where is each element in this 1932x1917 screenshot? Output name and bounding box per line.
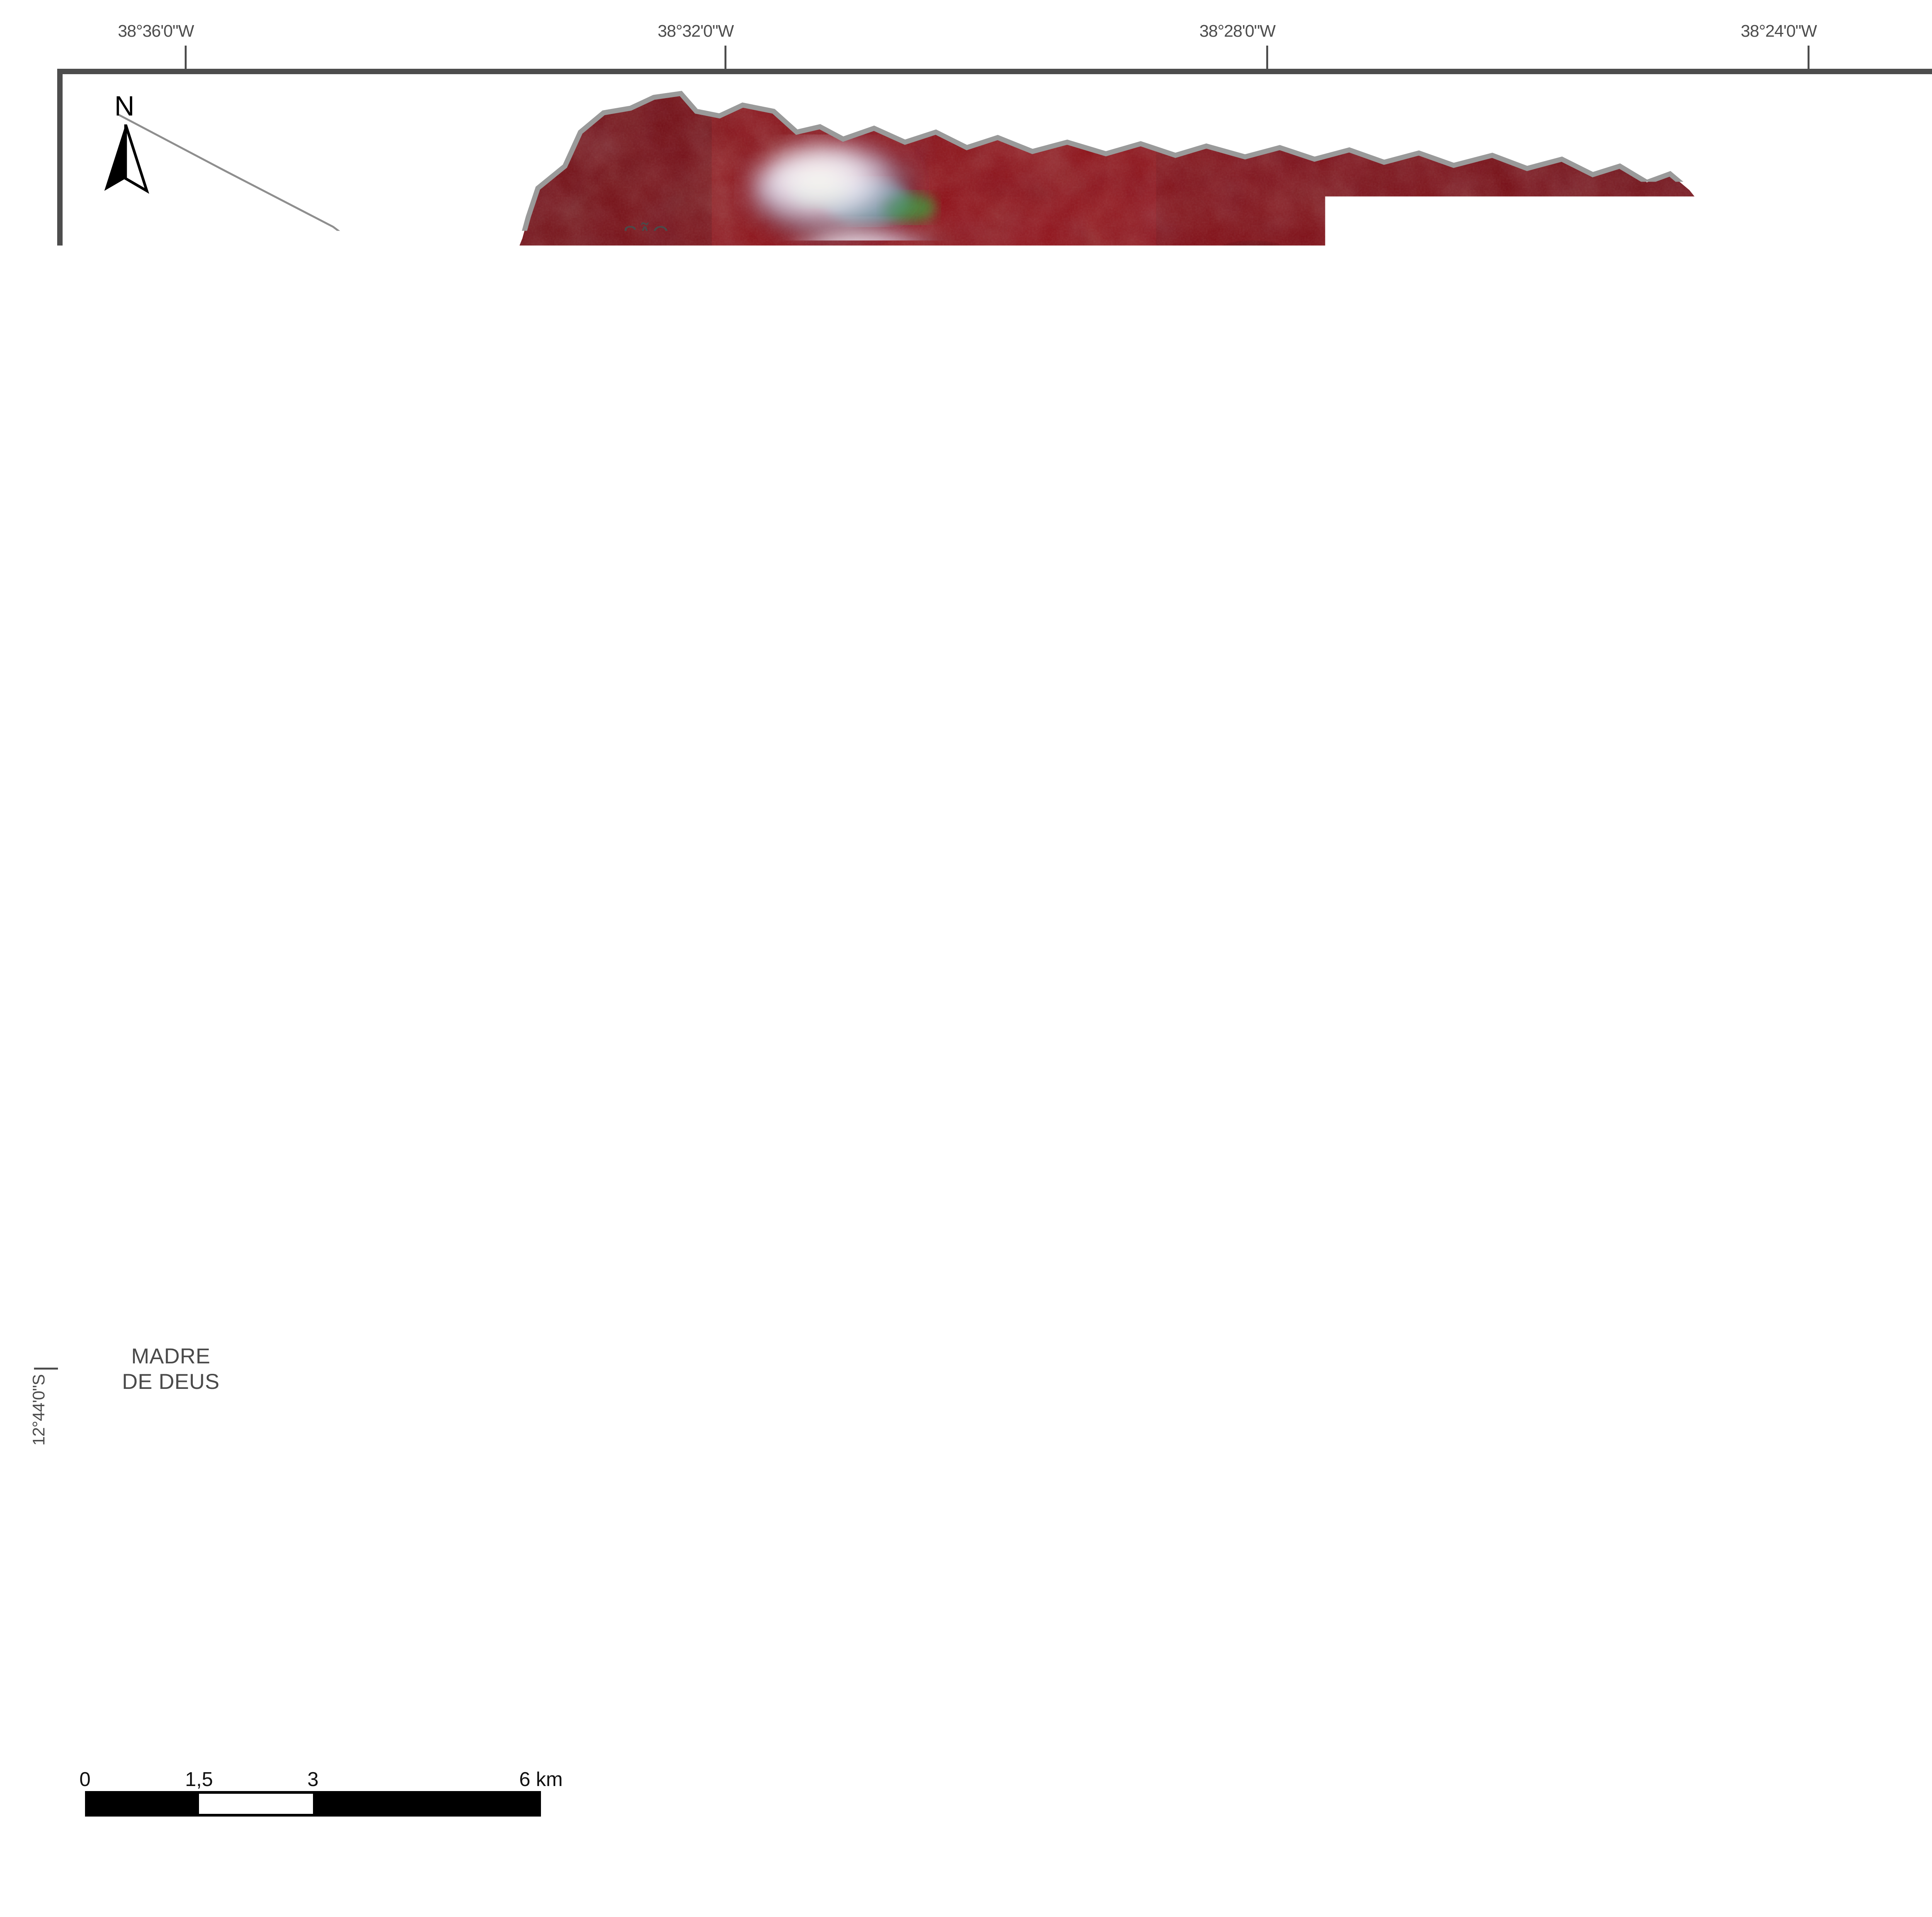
- north-arrow: N: [101, 93, 151, 193]
- scale-tick-2: 3: [308, 1768, 319, 1791]
- map-canvas[interactable]: SÃO SEBASTIÃO DO PASSÉ DIAS D'ÁVILA SÃO …: [63, 74, 1932, 1841]
- latitude-label-3: 12°44'0"S: [29, 1375, 49, 1446]
- longitude-label-top-4: 38°24'0"W: [1741, 22, 1817, 41]
- neighbour-label-simoes-filho: SIMÕES FILHO: [1531, 1338, 1786, 1364]
- latitude-label-2: 12°40'0"S: [29, 814, 49, 885]
- neighbour-label-sao-sebastiao-do-passe: SÃO SEBASTIÃO DO PASSÉ: [526, 221, 766, 297]
- longitude-label-top-2: 38°32'0"W: [658, 22, 734, 41]
- scale-tick-3: 6 km: [519, 1768, 563, 1791]
- neighbour-label-salvador: SALVADOR: [410, 1652, 627, 1678]
- longitude-label-bottom-4: 38°24'0"W: [1741, 1875, 1817, 1895]
- latitude-label-1: 12°36'0"S: [29, 253, 49, 324]
- satellite-imagery: [63, 74, 1932, 1841]
- latitude-label-4: 12°48'0"S: [29, 1845, 49, 1916]
- longitude-label-top-1: 38°36'0"W: [118, 22, 194, 41]
- scale-tick-0: 0: [80, 1768, 91, 1791]
- north-arrow-label: N: [114, 90, 134, 122]
- scale-segment-3: [313, 1791, 541, 1817]
- map-page: SÃO SEBASTIÃO DO PASSÉ DIAS D'ÁVILA SÃO …: [0, 0, 1932, 1917]
- longitude-label-bottom-2: 38°32'0"W: [658, 1875, 734, 1895]
- scale-tick-1: 1,5: [185, 1768, 213, 1791]
- scale-segment-2: [199, 1791, 313, 1817]
- longitude-label-bottom-3: 38°28'0"W: [1199, 1875, 1276, 1895]
- scale-segment-1: [85, 1791, 199, 1817]
- longitude-label-bottom-1: 38°36'0"W: [118, 1875, 194, 1895]
- neighbour-label-dias-davila: DIAS D'ÁVILA: [1832, 497, 1932, 523]
- neighbour-label-sao-francisco-do-conde: SÃO FRANCISCO DO CONDE: [155, 818, 441, 869]
- main-map-frame[interactable]: SÃO SEBASTIÃO DO PASSÉ DIAS D'ÁVILA SÃO …: [57, 69, 1932, 1846]
- longitude-label-top-3: 38°28'0"W: [1199, 22, 1276, 41]
- scale-bar: 0 1,5 3 6 km: [85, 1768, 541, 1817]
- neighbour-label-madre-de-deus: MADRE DE DEUS: [86, 1343, 256, 1394]
